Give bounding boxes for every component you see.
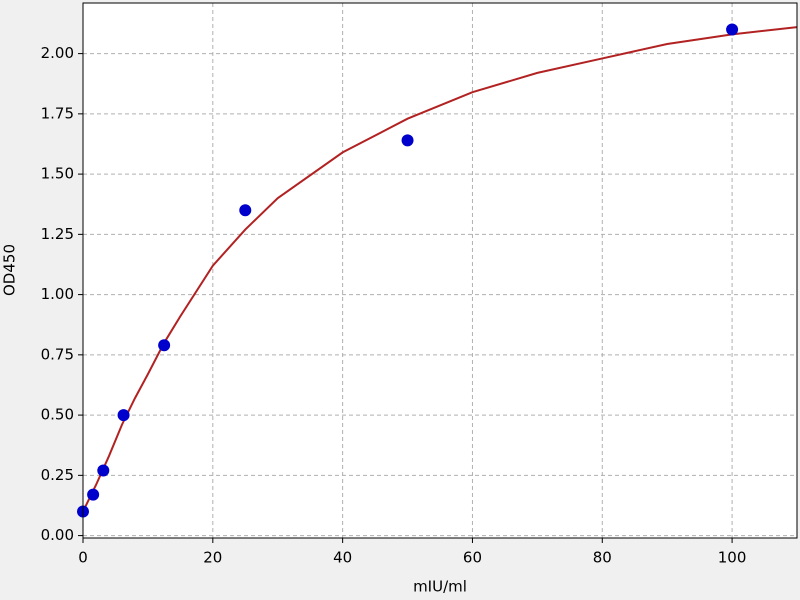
x-tick-label: 40 [333, 549, 352, 567]
x-tick-label: 20 [203, 549, 222, 567]
data-point [87, 488, 100, 501]
y-axis-label: OD450 [1, 244, 19, 296]
data-point [158, 339, 171, 352]
y-tick-label: 1.00 [41, 285, 74, 303]
x-tick-label: 0 [78, 549, 88, 567]
data-point [401, 134, 414, 147]
y-tick-label: 0.25 [41, 466, 74, 484]
data-point [117, 409, 130, 422]
y-tick-label: 0.75 [41, 345, 74, 363]
x-tick-label: 60 [463, 549, 482, 567]
y-tick-label: 1.25 [41, 225, 74, 243]
y-tick-label: 1.50 [41, 165, 74, 183]
y-tick-label: 2.00 [41, 44, 74, 62]
x-tick-label: 80 [593, 549, 612, 567]
plot-frame [82, 2, 798, 539]
x-tick-label: 100 [718, 549, 747, 567]
data-point [97, 464, 110, 477]
data-point [239, 204, 252, 217]
data-point [726, 23, 739, 36]
x-axis-label: mIU/ml [413, 578, 467, 596]
y-tick-label: 0.00 [41, 526, 74, 544]
fit-curve [82, 26, 798, 512]
plot-area [83, 3, 797, 538]
y-tick-label: 0.50 [41, 406, 74, 424]
y-tick-label: 1.75 [41, 104, 74, 122]
